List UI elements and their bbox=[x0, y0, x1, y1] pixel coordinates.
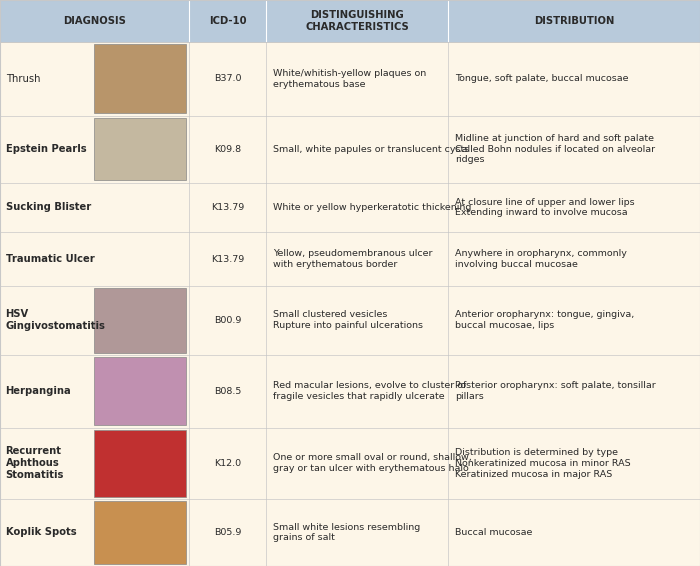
Text: Traumatic Ulcer: Traumatic Ulcer bbox=[6, 254, 94, 264]
Text: DIAGNOSIS: DIAGNOSIS bbox=[63, 16, 126, 26]
Text: DISTINGUISHING
CHARACTERISTICS: DISTINGUISHING CHARACTERISTICS bbox=[305, 10, 409, 32]
Text: K13.79: K13.79 bbox=[211, 203, 244, 212]
Text: White/whitish-yellow plaques on
erythematous base: White/whitish-yellow plaques on erythema… bbox=[273, 69, 426, 89]
Text: Small white lesions resembling
grains of salt: Small white lesions resembling grains of… bbox=[273, 522, 420, 542]
Text: B00.9: B00.9 bbox=[214, 316, 242, 325]
Text: B05.9: B05.9 bbox=[214, 528, 242, 537]
Bar bbox=[0, 499, 700, 566]
Text: K12.0: K12.0 bbox=[214, 459, 241, 468]
Bar bbox=[0, 428, 700, 499]
FancyBboxPatch shape bbox=[94, 501, 186, 564]
Text: K09.8: K09.8 bbox=[214, 144, 241, 153]
Bar bbox=[0, 183, 700, 232]
Text: ICD-10: ICD-10 bbox=[209, 16, 246, 26]
Text: DISTRIBUTION: DISTRIBUTION bbox=[534, 16, 614, 26]
Text: Anywhere in oropharynx, commonly
involving buccal mucosae: Anywhere in oropharynx, commonly involvi… bbox=[455, 249, 627, 269]
FancyBboxPatch shape bbox=[94, 430, 186, 496]
Text: B08.5: B08.5 bbox=[214, 387, 242, 396]
Text: K13.79: K13.79 bbox=[211, 255, 244, 264]
FancyBboxPatch shape bbox=[94, 357, 186, 426]
Text: Anterior oropharynx: tongue, gingiva,
buccal mucosae, lips: Anterior oropharynx: tongue, gingiva, bu… bbox=[455, 311, 634, 330]
Text: Yellow, pseudomembranous ulcer
with erythematous border: Yellow, pseudomembranous ulcer with eryt… bbox=[273, 249, 433, 269]
Text: At closure line of upper and lower lips
Extending inward to involve mucosa: At closure line of upper and lower lips … bbox=[455, 198, 635, 217]
FancyBboxPatch shape bbox=[94, 288, 186, 353]
Bar bbox=[0, 0, 700, 42]
Text: HSV
Gingivostomatitis: HSV Gingivostomatitis bbox=[6, 310, 106, 331]
Text: Distribution is determined by type
Nonkeratinized mucosa in minor RAS
Keratinize: Distribution is determined by type Nonke… bbox=[455, 448, 631, 479]
Text: Koplik Spots: Koplik Spots bbox=[6, 528, 76, 538]
FancyBboxPatch shape bbox=[94, 44, 186, 113]
Text: Small, white papules or translucent cysts: Small, white papules or translucent cyst… bbox=[273, 144, 469, 153]
Bar bbox=[0, 115, 700, 183]
Bar bbox=[0, 42, 700, 115]
Text: Tongue, soft palate, buccal mucosae: Tongue, soft palate, buccal mucosae bbox=[455, 74, 629, 83]
Text: Epstein Pearls: Epstein Pearls bbox=[6, 144, 86, 154]
Bar bbox=[0, 232, 700, 286]
Text: B37.0: B37.0 bbox=[214, 74, 242, 83]
Bar bbox=[0, 286, 700, 355]
Text: Midline at junction of hard and soft palate
Called Bohn nodules if located on al: Midline at junction of hard and soft pal… bbox=[455, 134, 655, 164]
Text: White or yellow hyperkeratotic thickening: White or yellow hyperkeratotic thickenin… bbox=[273, 203, 471, 212]
Text: Herpangina: Herpangina bbox=[6, 386, 71, 396]
Text: Buccal mucosae: Buccal mucosae bbox=[455, 528, 533, 537]
Text: One or more small oval or round, shallow,
gray or tan ulcer with erythematous ha: One or more small oval or round, shallow… bbox=[273, 453, 472, 473]
Text: Small clustered vesicles
Rupture into painful ulcerations: Small clustered vesicles Rupture into pa… bbox=[273, 311, 423, 330]
Text: Sucking Blister: Sucking Blister bbox=[6, 203, 91, 212]
Bar bbox=[0, 355, 700, 428]
Text: Recurrent
Aphthous
Stomatitis: Recurrent Aphthous Stomatitis bbox=[6, 447, 64, 481]
Text: Thrush: Thrush bbox=[6, 74, 40, 84]
Text: Posterior oropharynx: soft palate, tonsillar
pillars: Posterior oropharynx: soft palate, tonsi… bbox=[455, 381, 656, 401]
FancyBboxPatch shape bbox=[94, 118, 186, 181]
Text: Red macular lesions, evolve to cluster of
fragile vesicles that rapidly ulcerate: Red macular lesions, evolve to cluster o… bbox=[273, 381, 466, 401]
